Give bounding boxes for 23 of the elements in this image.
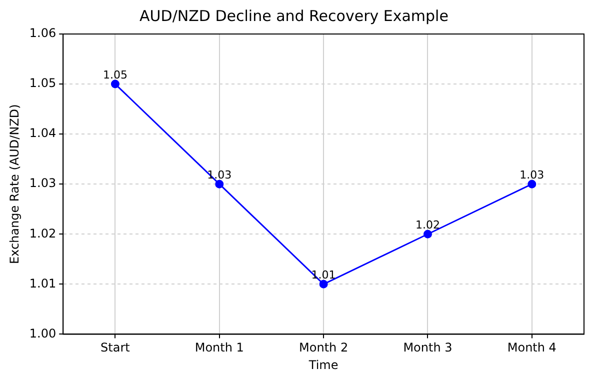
y-tick-label: 1.01 <box>29 276 56 290</box>
y-axis-title: Exchange Rate (AUD/NZD) <box>7 104 22 264</box>
x-tick-label: Month 2 <box>299 340 348 355</box>
data-label: 1.03 <box>520 168 544 182</box>
data-label: 1.05 <box>102 68 128 82</box>
y-tick-label: 1.03 <box>29 176 56 190</box>
y-tick-label: 1.05 <box>29 76 56 90</box>
point <box>215 180 224 188</box>
x-tick-label: Month 1 <box>194 340 244 355</box>
x-tick-label: Month 4 <box>507 340 556 355</box>
point <box>110 80 120 88</box>
y-tick-label: 1.06 <box>29 26 56 40</box>
x-tick-label: Month 3 <box>403 340 452 355</box>
y-tick-label: 1.04 <box>29 126 56 140</box>
y-tick-label: 1.00 <box>29 326 56 340</box>
x-tick-label: Start <box>100 340 130 355</box>
point <box>528 180 536 188</box>
data-label: 1.02 <box>415 218 440 232</box>
chart-title: AUD/NZD Decline and Recovery Example <box>140 6 448 25</box>
point <box>423 230 432 238</box>
point <box>319 280 328 288</box>
y-tick-label: 1.02 <box>29 226 56 240</box>
x-axis-title: Time <box>308 358 338 372</box>
